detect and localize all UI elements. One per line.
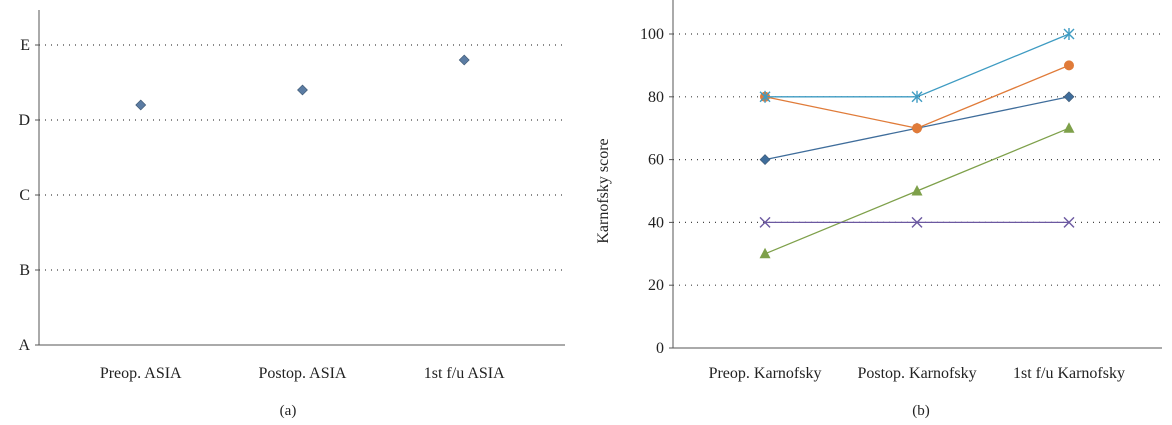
panel-b-series-4-point-2	[1063, 28, 1075, 40]
panel-b-y-tick-label-5: 100	[640, 26, 664, 43]
panel-b-series-4-line	[765, 33, 1070, 98]
panel-a-series-0-point-0-shape	[135, 99, 147, 111]
panel-b-series-1-point-1-shape	[912, 123, 923, 134]
panel-b-x-tick-label-1: Postop. Karnofsky	[857, 365, 976, 382]
panel-b-series-1-point-1	[912, 123, 923, 134]
panel-b-series-2-point-2	[1063, 122, 1075, 133]
panel-b-series-3-point-0-stroke-2	[759, 216, 771, 228]
panel-b-series-1-point-2	[1063, 60, 1074, 71]
panel-b-x-tick-label-0: Preop. Karnofsky	[709, 365, 822, 382]
panel-b-series-2-point-1-shape	[911, 185, 923, 196]
panel-a-series-0-point-2	[458, 54, 470, 66]
panel-b-y-axis-title: Karnofsky score	[595, 138, 612, 243]
panel-b-series-2-point-1	[911, 185, 923, 196]
panel-b-series-0-point-0	[759, 154, 771, 166]
panel-b-series-3-point-2	[1063, 216, 1075, 228]
panel-b-series-0-point-2	[1063, 91, 1075, 103]
panel-b-y-tick-label-2: 40	[648, 214, 664, 231]
panel-b-series-0-point-0-shape	[759, 154, 771, 166]
panel-b-series-3-point-2-stroke-2	[1063, 216, 1075, 228]
panel-b-series-3-point-0	[759, 216, 771, 228]
panel-b-series-0-point-2-shape	[1063, 91, 1075, 103]
panel-b-series-3-point-1-stroke-2	[911, 216, 923, 228]
panel-a-x-tick-label-0: Preop. ASIA	[100, 365, 182, 382]
panel-a-series-0-point-2-shape	[458, 54, 470, 66]
panel-b-series-4-point-0	[759, 90, 771, 103]
panel-a-y-tick-label-1: B	[19, 262, 30, 279]
panel-a-x-tick-label-1: Postop. ASIA	[258, 365, 346, 382]
panel-a-y-tick-label-2: C	[19, 187, 30, 204]
panel-b-y-tick-label-0: 0	[656, 340, 664, 357]
panel-b-series-2-point-0-shape	[759, 247, 771, 259]
panel-b-series-4-point-1	[911, 90, 923, 103]
panel-b-series-2-point-0	[759, 247, 771, 259]
panel-a-y-tick-label-3: D	[18, 112, 30, 129]
panel-a-series-0-point-0	[135, 99, 147, 111]
panel-b-series-2-point-2-shape	[1063, 122, 1075, 133]
panel-b-y-tick-label-1: 20	[648, 277, 664, 294]
panel-b-series-1-point-2-shape	[1063, 60, 1074, 71]
panel-b-caption: (b)	[912, 403, 930, 419]
panel-a-caption: (a)	[280, 403, 297, 419]
panel-a-y-tick-label-4: E	[20, 37, 30, 54]
panel-a-series-0-point-1	[297, 84, 308, 96]
panel-a-y-tick-label-0: A	[18, 337, 30, 354]
panel-a-series-0-point-1-shape	[297, 84, 308, 96]
panel-a-x-tick-label-2: 1st f/u ASIA	[424, 365, 505, 382]
panel-b-y-tick-label-4: 80	[648, 89, 664, 106]
panel-b-y-tick-label-3: 60	[648, 152, 664, 169]
panel-b-series-3-point-1	[911, 216, 923, 228]
panel-b-x-tick-label-2: 1st f/u Karnofsky	[1013, 365, 1125, 382]
